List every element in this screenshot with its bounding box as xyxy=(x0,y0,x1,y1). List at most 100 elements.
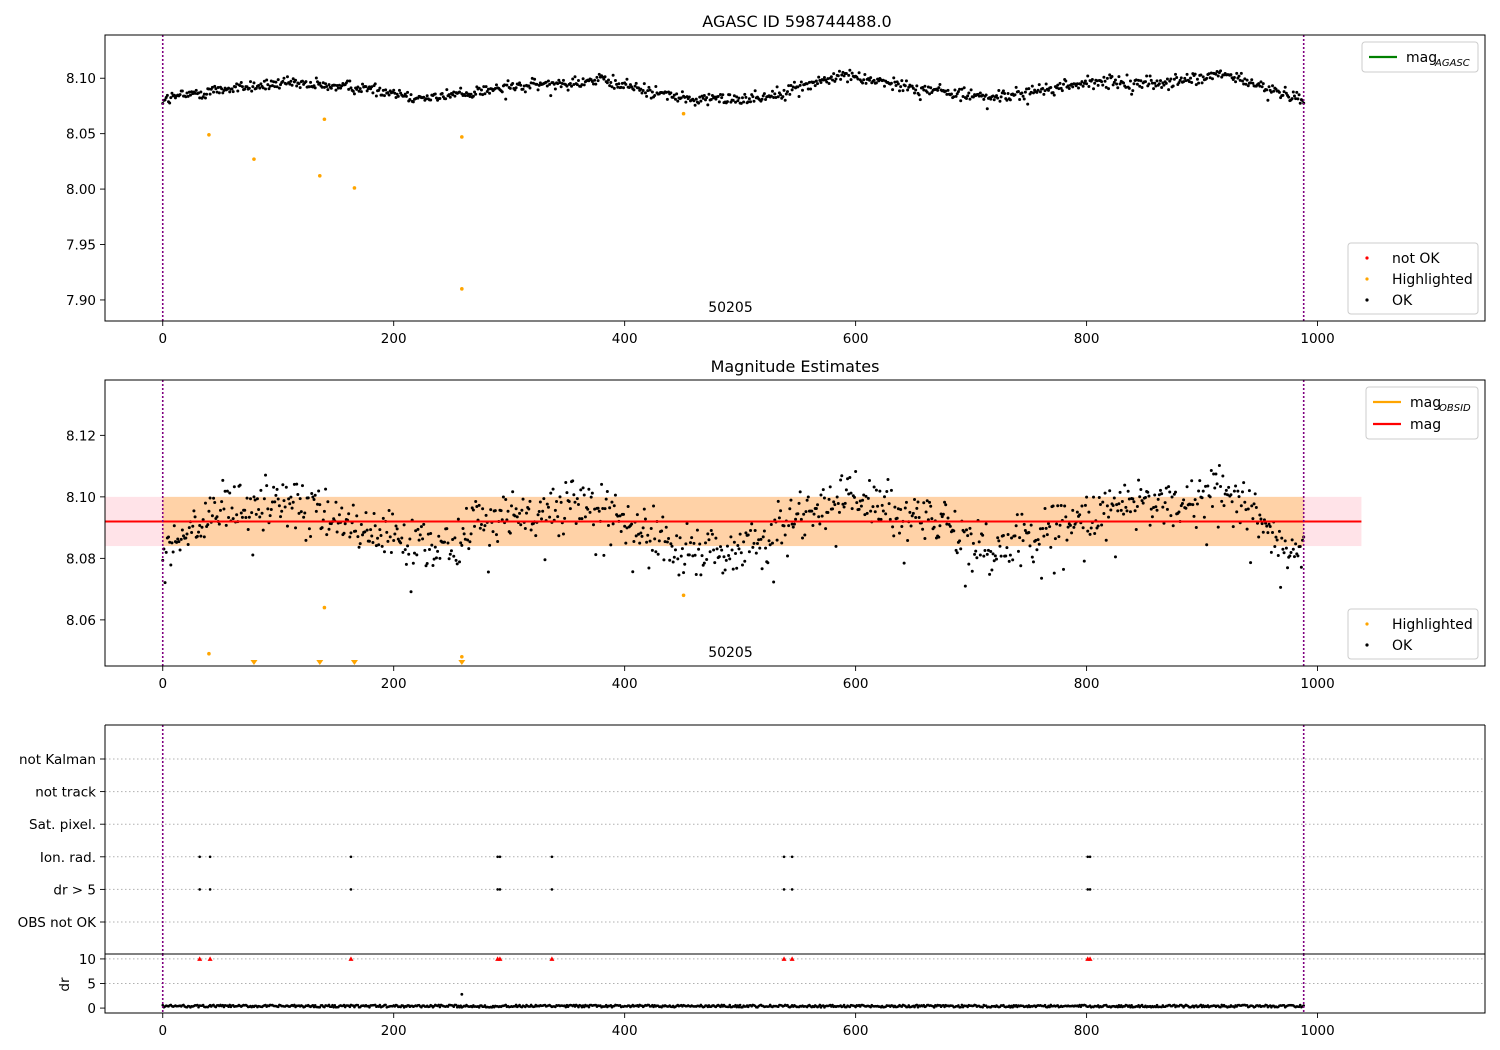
ok-point xyxy=(732,540,736,544)
flag-point xyxy=(349,888,353,891)
ok-point xyxy=(968,526,972,530)
ok-point xyxy=(449,549,453,553)
ok-point xyxy=(991,94,995,98)
ok-point xyxy=(785,554,789,558)
ok-point xyxy=(538,500,542,504)
ok-point xyxy=(262,79,266,83)
ok-point xyxy=(479,523,483,527)
ok-point xyxy=(914,88,918,92)
ok-point xyxy=(1004,554,1008,558)
ok-point xyxy=(1224,488,1228,492)
ok-point xyxy=(926,85,930,89)
dr-point xyxy=(161,1003,165,1007)
ok-point xyxy=(634,534,638,538)
ok-point xyxy=(458,560,462,564)
ok-point xyxy=(591,82,595,86)
ok-point xyxy=(1098,502,1102,506)
ok-point xyxy=(462,532,466,536)
ok-point xyxy=(1096,524,1100,528)
ok-point xyxy=(479,88,483,92)
ok-point xyxy=(1234,484,1238,488)
ok-point xyxy=(355,87,359,91)
ok-point xyxy=(1264,521,1268,525)
ok-point xyxy=(399,541,403,545)
ok-point xyxy=(1239,71,1243,75)
highlighted-point xyxy=(252,157,256,161)
ok-point xyxy=(848,475,852,479)
ok-point xyxy=(742,540,746,544)
ok-point xyxy=(430,543,434,547)
ok-point xyxy=(1019,564,1023,568)
ok-point xyxy=(1216,525,1220,529)
ok-point xyxy=(722,555,726,559)
ok-point xyxy=(944,89,948,93)
ok-point xyxy=(1080,80,1084,84)
ok-point xyxy=(698,95,702,99)
ok-point xyxy=(962,530,966,534)
ok-point xyxy=(299,510,303,514)
flag-point xyxy=(550,855,554,859)
ok-point xyxy=(775,85,779,89)
ok-point xyxy=(1021,539,1025,543)
ok-point xyxy=(1219,485,1223,489)
ok-point xyxy=(1008,553,1012,557)
ok-point xyxy=(956,90,960,94)
ok-point xyxy=(347,512,351,516)
ok-point xyxy=(387,93,391,97)
ok-point xyxy=(899,85,903,89)
ok-point xyxy=(751,95,755,99)
ok-point xyxy=(1201,489,1205,493)
ok-point xyxy=(1158,79,1162,83)
ok-point xyxy=(582,493,586,497)
dr-point xyxy=(959,1005,963,1009)
ok-point xyxy=(1107,87,1111,91)
ok-point xyxy=(1237,495,1241,499)
ok-point xyxy=(684,100,688,104)
ok-point xyxy=(208,92,212,96)
ok-point xyxy=(1296,97,1300,101)
ok-point xyxy=(184,95,188,99)
ok-point xyxy=(596,79,600,83)
ok-point xyxy=(486,87,490,91)
ok-point xyxy=(803,533,807,537)
ok-point xyxy=(312,84,316,88)
y-tick-label: 5 xyxy=(87,977,96,993)
dr-point xyxy=(342,1003,346,1007)
ok-point xyxy=(657,539,661,543)
ok-point xyxy=(1169,77,1173,81)
ok-point xyxy=(426,532,430,536)
ok-point xyxy=(335,84,339,88)
ok-point xyxy=(216,86,220,90)
ok-point xyxy=(403,92,407,96)
ok-point xyxy=(1131,89,1135,93)
ok-point xyxy=(736,99,740,103)
x-tick-label: 1000 xyxy=(1300,676,1334,692)
ok-point xyxy=(799,80,803,84)
ok-point xyxy=(464,506,468,510)
ok-point xyxy=(827,497,831,501)
ok-point xyxy=(699,573,703,577)
ok-point xyxy=(915,506,919,510)
ok-point xyxy=(540,517,544,521)
ok-point xyxy=(816,82,820,86)
dr-point xyxy=(1219,1005,1222,1009)
ok-point xyxy=(788,92,792,96)
ok-point xyxy=(296,493,300,497)
ok-point xyxy=(1251,517,1255,521)
ok-point xyxy=(1139,487,1143,491)
ok-point xyxy=(1254,506,1258,510)
ok-point xyxy=(175,540,179,544)
ok-point xyxy=(356,535,360,539)
ok-point xyxy=(403,548,407,552)
ok-point xyxy=(1212,472,1216,476)
highlighted-point xyxy=(352,186,357,190)
ok-point xyxy=(728,93,732,97)
ok-point xyxy=(662,558,666,562)
ok-point xyxy=(799,517,803,521)
highlighted-point xyxy=(681,111,686,116)
ok-point xyxy=(1025,87,1029,91)
flag-category-label: Sat. pixel. xyxy=(29,817,96,833)
ok-point xyxy=(967,562,971,566)
ok-point xyxy=(782,524,786,528)
ok-point xyxy=(692,541,696,545)
